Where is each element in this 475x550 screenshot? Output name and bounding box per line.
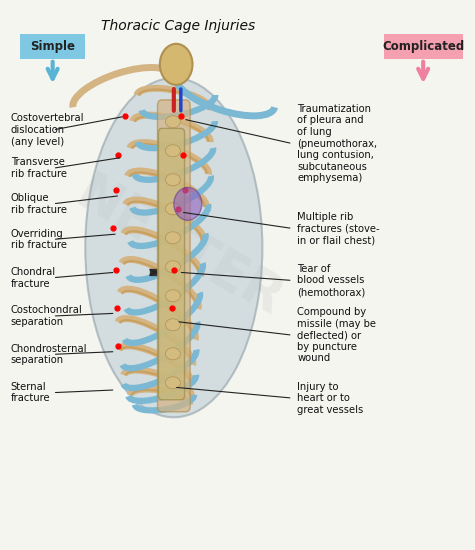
FancyBboxPatch shape [159, 128, 185, 400]
Ellipse shape [165, 232, 180, 244]
Ellipse shape [160, 44, 192, 85]
Ellipse shape [165, 145, 180, 157]
Ellipse shape [165, 377, 180, 389]
Text: Complicated: Complicated [382, 40, 464, 53]
Ellipse shape [165, 319, 180, 331]
Text: Sternal
fracture: Sternal fracture [11, 382, 50, 404]
FancyBboxPatch shape [20, 34, 86, 59]
Text: Chondral
fracture: Chondral fracture [11, 267, 56, 289]
Text: Chondrosternal
separation: Chondrosternal separation [11, 344, 87, 365]
Text: Injury to
heart or to
great vessels: Injury to heart or to great vessels [297, 382, 363, 415]
Text: Multiple rib
fractures (stove-
in or flail chest): Multiple rib fractures (stove- in or fla… [297, 212, 380, 245]
Ellipse shape [86, 78, 262, 417]
Ellipse shape [165, 348, 180, 360]
Text: Compound by
missile (may be
deflected) or
by puncture
wound: Compound by missile (may be deflected) o… [297, 307, 376, 364]
Text: NETTER: NETTER [66, 168, 291, 328]
FancyBboxPatch shape [158, 100, 190, 412]
Text: Costovertebral
dislocation
(any level): Costovertebral dislocation (any level) [11, 113, 84, 147]
Text: Oblique
rib fracture: Oblique rib fracture [11, 193, 67, 214]
FancyBboxPatch shape [384, 34, 463, 59]
Ellipse shape [165, 203, 180, 215]
Ellipse shape [165, 174, 180, 186]
Ellipse shape [165, 116, 180, 128]
Ellipse shape [165, 290, 180, 302]
Text: Costochondral
separation: Costochondral separation [11, 305, 83, 327]
Text: Transverse
rib fracture: Transverse rib fracture [11, 157, 67, 179]
Ellipse shape [165, 261, 180, 273]
Text: Traumatization
of pleura and
of lung
(pneumothorax,
lung contusion,
subcutaneous: Traumatization of pleura and of lung (pn… [297, 104, 378, 184]
Text: Overriding
rib fracture: Overriding rib fracture [11, 229, 67, 250]
Text: Simple: Simple [30, 40, 75, 53]
Text: Thoracic Cage Injuries: Thoracic Cage Injuries [101, 19, 256, 33]
Ellipse shape [174, 188, 202, 221]
Text: Tear of
blood vessels
(hemothorax): Tear of blood vessels (hemothorax) [297, 264, 366, 297]
